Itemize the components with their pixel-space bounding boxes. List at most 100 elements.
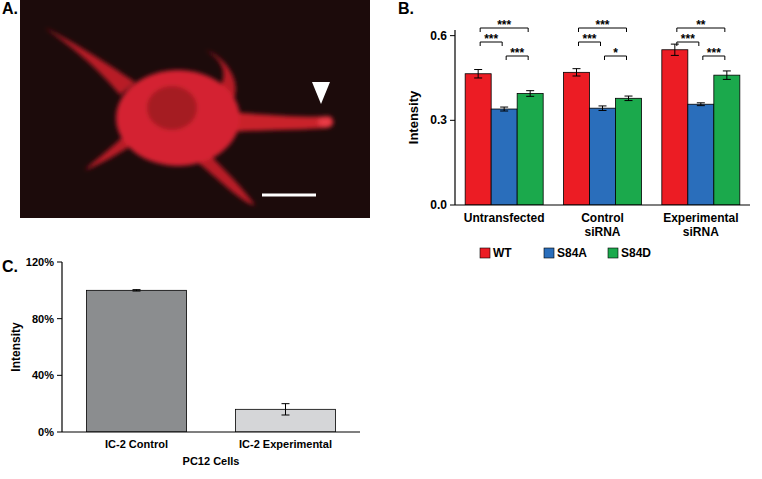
error-cap xyxy=(133,291,141,292)
scale-bar xyxy=(262,194,316,197)
x-axis xyxy=(455,204,750,205)
error-bar xyxy=(599,106,607,111)
significance-label: *** xyxy=(707,46,721,60)
significance-bracket: * xyxy=(605,46,627,60)
error-cap xyxy=(573,68,581,69)
legend-label: S84D xyxy=(621,246,651,260)
error-bar xyxy=(573,69,581,76)
error-cap xyxy=(500,107,508,108)
error-stem xyxy=(504,107,505,111)
panel-label: B. xyxy=(398,0,414,17)
significance-label: *** xyxy=(484,32,498,46)
legend-swatch xyxy=(544,248,554,258)
error-cap xyxy=(282,403,290,404)
bar xyxy=(616,98,642,205)
cell-body xyxy=(116,70,240,166)
error-bar xyxy=(133,290,141,291)
error-cap xyxy=(474,69,482,70)
significance-label: *** xyxy=(595,18,609,32)
x-tick-label: ExperimentalsiRNA xyxy=(663,211,738,239)
bar xyxy=(564,72,590,205)
significance-label: ** xyxy=(696,18,706,32)
significance-bracket: *** xyxy=(579,32,601,46)
label-line: Control xyxy=(581,211,624,225)
significance-bracket: *** xyxy=(579,18,627,32)
significance-bracket: *** xyxy=(480,18,528,32)
legend-label: WT xyxy=(493,246,512,260)
error-stem xyxy=(478,70,479,78)
error-bar xyxy=(625,96,633,101)
y-tick xyxy=(57,432,62,433)
error-stem xyxy=(576,69,577,76)
process xyxy=(228,112,334,132)
error-cap xyxy=(282,415,290,416)
error-cap xyxy=(599,110,607,111)
bar xyxy=(517,94,543,205)
error-bar xyxy=(723,71,731,79)
y-tick-label: 0% xyxy=(38,426,54,438)
legend-swatch xyxy=(608,248,618,258)
error-cap xyxy=(526,90,534,91)
chart: C. 0% 40% 80% 120% IC-2 Control IC-2 Experimen… xyxy=(2,256,360,467)
legend-swatch xyxy=(480,248,490,258)
y-tick-label: 0.6 xyxy=(430,29,447,43)
y-tick-label: 120% xyxy=(26,256,54,268)
error-cap xyxy=(573,76,581,77)
error-bar xyxy=(282,404,290,415)
significance-label: *** xyxy=(582,32,596,46)
error-bar xyxy=(671,44,679,55)
nucleus xyxy=(147,86,197,130)
label-line: IC-2 Experimental xyxy=(239,438,332,450)
arrowhead xyxy=(312,82,330,104)
label-line: siRNA xyxy=(683,225,719,239)
y-tick-label: 0.3 xyxy=(430,113,447,127)
figure: A.B.0.00.30.6UntransfectedControlsiRNAEx… xyxy=(0,0,762,479)
bar xyxy=(688,104,714,205)
error-cap xyxy=(625,96,633,97)
y-tick xyxy=(450,120,455,121)
chart: B.0.00.30.6UntransfectedControlsiRNAExpe… xyxy=(398,0,750,260)
significance-label: * xyxy=(613,46,618,60)
error-cap xyxy=(500,111,508,112)
error-bar xyxy=(500,107,508,111)
error-cap xyxy=(697,105,705,106)
label-line: Experimental xyxy=(663,211,738,225)
process xyxy=(45,28,135,95)
error-cap xyxy=(474,77,482,78)
x-tick-label: ControlsiRNA xyxy=(581,211,624,239)
panel-label: A. xyxy=(2,0,18,17)
significance-bracket: ** xyxy=(677,18,725,32)
x-tick-label: IC-2 Control xyxy=(105,438,168,450)
error-bar xyxy=(474,70,482,78)
error-stem xyxy=(726,71,727,79)
y-tick xyxy=(450,35,455,36)
y-tick xyxy=(57,375,62,376)
error-cap xyxy=(671,44,679,45)
significance-bracket: *** xyxy=(480,32,502,46)
y-tick-label: 40% xyxy=(32,369,54,381)
y-tick xyxy=(57,318,62,319)
y-tick-label: 80% xyxy=(32,313,54,325)
error-cap xyxy=(526,96,534,97)
label-line: Untransfected xyxy=(464,211,545,225)
growth-cone xyxy=(318,117,332,127)
error-stem xyxy=(628,96,629,101)
x-tick-label: IC-2 Experimental xyxy=(239,438,332,450)
bar xyxy=(662,50,688,205)
label-line: IC-2 Control xyxy=(105,438,168,450)
bar xyxy=(491,109,517,205)
error-stem xyxy=(285,404,286,415)
error-cap xyxy=(723,70,731,71)
significance-label: *** xyxy=(510,46,524,60)
x-axis-label: PC12 Cells xyxy=(183,455,240,467)
cell xyxy=(45,28,334,205)
image-background xyxy=(20,0,370,218)
legend: WTS84AS84D xyxy=(480,246,651,260)
plot-marks xyxy=(465,44,740,205)
bar xyxy=(714,75,740,205)
x-axis xyxy=(62,431,360,432)
bar xyxy=(87,290,187,432)
x-tick-label: Untransfected xyxy=(464,211,545,225)
panel-label: C. xyxy=(2,258,18,275)
error-stem xyxy=(602,106,603,111)
